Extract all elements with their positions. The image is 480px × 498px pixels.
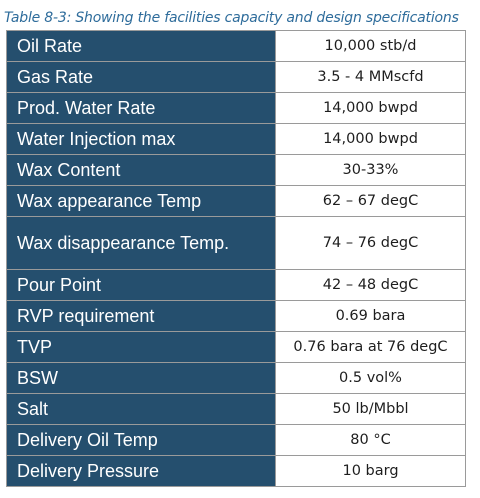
parameter-cell: Salt	[6, 393, 276, 425]
table-caption: Table 8-3: Showing the facilities capaci…	[4, 10, 459, 26]
specifications-table: Oil Rate 10,000 stb/d Gas Rate 3.5 - 4 M…	[6, 30, 466, 487]
table-row: BSW 0.5 vol%	[6, 362, 466, 394]
table-row: Delivery Oil Temp 80 °C	[6, 424, 466, 456]
table-row: Wax disappearance Temp. 74 – 76 degC	[6, 216, 466, 270]
value-cell: 10 barg	[275, 455, 466, 487]
parameter-cell: Water Injection max	[6, 123, 276, 155]
value-cell: 74 – 76 degC	[275, 216, 466, 270]
value-cell: 0.76 bara at 76 degC	[275, 331, 466, 363]
parameter-cell: TVP	[6, 331, 276, 363]
value-cell: 62 – 67 degC	[275, 185, 466, 217]
table-row: Oil Rate 10,000 stb/d	[6, 30, 466, 62]
parameter-cell: Wax Content	[6, 154, 276, 186]
table-row: Gas Rate 3.5 - 4 MMscfd	[6, 61, 466, 93]
value-cell: 14,000 bwpd	[275, 123, 466, 155]
table-row: TVP 0.76 bara at 76 degC	[6, 331, 466, 363]
table-row: Water Injection max 14,000 bwpd	[6, 123, 466, 155]
table-row: Delivery Pressure 10 barg	[6, 455, 466, 487]
table-body: Oil Rate 10,000 stb/d Gas Rate 3.5 - 4 M…	[6, 30, 466, 487]
table-row: Prod. Water Rate 14,000 bwpd	[6, 92, 466, 124]
value-cell: 3.5 - 4 MMscfd	[275, 61, 466, 93]
parameter-cell: RVP requirement	[6, 300, 276, 332]
value-cell: 42 – 48 degC	[275, 269, 466, 301]
parameter-cell: Gas Rate	[6, 61, 276, 93]
value-cell: 10,000 stb/d	[275, 30, 466, 62]
table-row: Salt 50 lb/Mbbl	[6, 393, 466, 425]
value-cell: 0.5 vol%	[275, 362, 466, 394]
value-cell: 0.69 bara	[275, 300, 466, 332]
parameter-cell: Delivery Pressure	[6, 455, 276, 487]
table-row: RVP requirement 0.69 bara	[6, 300, 466, 332]
value-cell: 14,000 bwpd	[275, 92, 466, 124]
parameter-cell: Pour Point	[6, 269, 276, 301]
table-row: Wax Content 30-33%	[6, 154, 466, 186]
value-cell: 30-33%	[275, 154, 466, 186]
parameter-cell: Delivery Oil Temp	[6, 424, 276, 456]
parameter-cell: Wax disappearance Temp.	[6, 216, 276, 270]
parameter-cell: Oil Rate	[6, 30, 276, 62]
value-cell: 50 lb/Mbbl	[275, 393, 466, 425]
value-cell: 80 °C	[275, 424, 466, 456]
parameter-cell: Prod. Water Rate	[6, 92, 276, 124]
parameter-cell: Wax appearance Temp	[6, 185, 276, 217]
table-row: Wax appearance Temp 62 – 67 degC	[6, 185, 466, 217]
table-row: Pour Point 42 – 48 degC	[6, 269, 466, 301]
parameter-cell: BSW	[6, 362, 276, 394]
